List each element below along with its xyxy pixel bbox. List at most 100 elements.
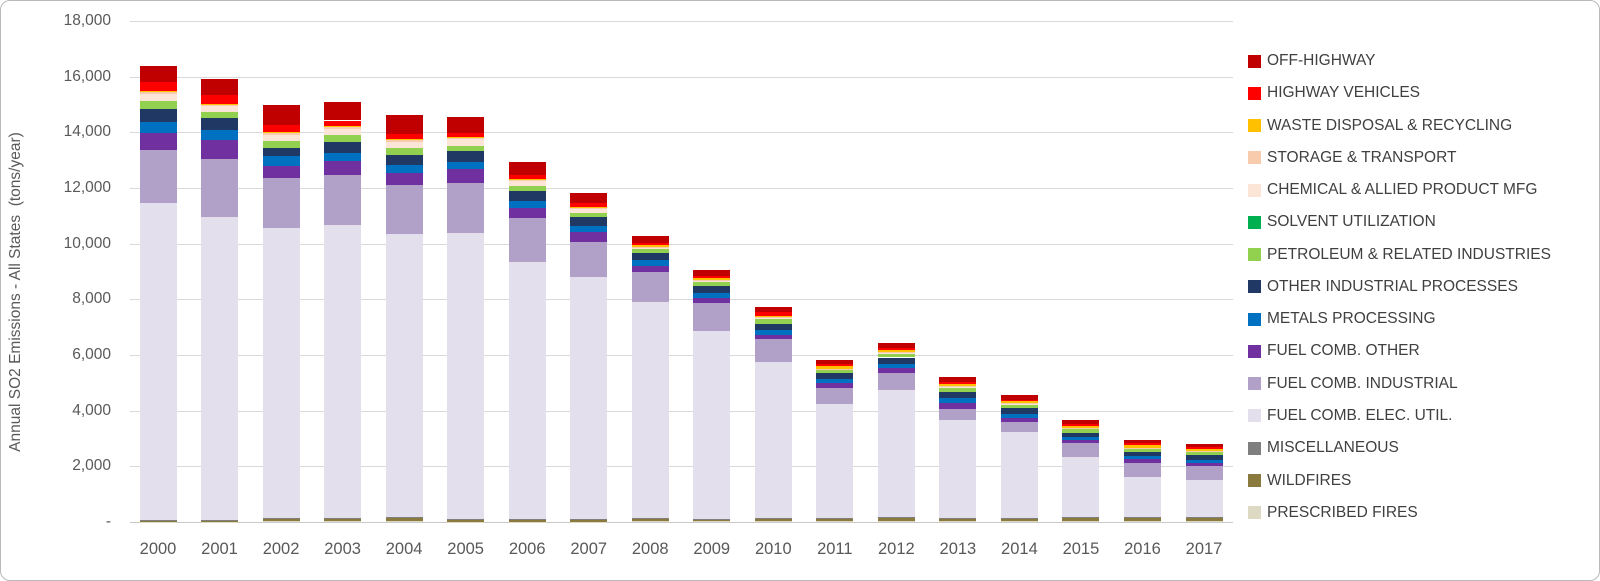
legend-swatch-icon xyxy=(1248,248,1261,262)
legend-swatch-icon xyxy=(1248,441,1261,455)
bar-segment xyxy=(447,182,485,233)
bar-segment xyxy=(1000,422,1038,433)
bar-segment xyxy=(754,318,792,320)
bar-segment xyxy=(754,319,792,324)
bar-segment xyxy=(201,217,239,521)
legend-item: WILDFIRES xyxy=(1248,471,1352,489)
bar-segment xyxy=(1062,428,1100,433)
bar-segment xyxy=(754,317,792,319)
bar-segment xyxy=(877,342,915,348)
bar-segment xyxy=(1000,413,1038,418)
bar-segment xyxy=(1123,447,1161,449)
bar-segment xyxy=(1062,425,1100,428)
bar-segment xyxy=(508,519,546,522)
bar-segment xyxy=(877,372,915,391)
bar-segment xyxy=(385,155,423,166)
bar-segment xyxy=(1185,479,1223,517)
bar-segment xyxy=(1123,448,1161,452)
bar-segment xyxy=(631,253,669,261)
y-gridline xyxy=(130,355,1233,356)
bar-segment xyxy=(1000,403,1038,405)
bar-segment xyxy=(262,156,300,166)
bar-segment xyxy=(754,312,792,316)
bar-segment xyxy=(324,152,362,161)
bar-segment xyxy=(1123,447,1161,449)
bar-segment xyxy=(508,262,546,519)
bar-segment xyxy=(754,306,792,313)
y-gridline xyxy=(130,21,1233,22)
legend-item: SOLVENT UTILIZATION xyxy=(1248,214,1436,230)
bar-segment xyxy=(754,315,792,318)
bar-segment xyxy=(1062,432,1100,438)
bar-segment xyxy=(508,201,546,208)
bar-segment xyxy=(139,122,177,134)
bar-segment xyxy=(877,347,915,351)
bar-segment xyxy=(631,246,669,248)
bar-segment xyxy=(201,158,239,218)
legend-item: PRESCRIBED FIRES xyxy=(1248,504,1418,521)
bar-segment xyxy=(1000,401,1038,403)
bar-segment xyxy=(1000,403,1038,404)
bar-segment xyxy=(816,359,854,365)
bar-segment xyxy=(1123,517,1161,522)
legend-label: HIGHWAY VEHICLES xyxy=(1267,84,1421,102)
y-tick-label: 18,000 xyxy=(63,12,111,29)
bar-segment xyxy=(1062,521,1100,522)
bar-segment xyxy=(693,280,731,283)
y-gridline xyxy=(130,76,1233,78)
bar-segment xyxy=(570,519,608,522)
bar-segment xyxy=(570,216,608,227)
bar-segment xyxy=(1000,399,1038,402)
bar-segment xyxy=(385,141,423,149)
bar-segment xyxy=(631,260,669,266)
bar-segment xyxy=(385,521,423,522)
bar-segment xyxy=(1062,443,1100,458)
bar-segment xyxy=(385,139,423,142)
bar-segment xyxy=(385,115,423,134)
legend-label: PETROLEUM & RELATED INDUSTRIES xyxy=(1267,245,1551,263)
legend-swatch-icon xyxy=(1248,377,1261,391)
legend-label: FUEL COMB. INDUSTRIAL xyxy=(1267,374,1458,392)
bar-segment xyxy=(508,180,546,182)
bar-segment xyxy=(324,126,362,129)
bar-segment xyxy=(754,518,792,522)
legend-swatch-icon xyxy=(1248,409,1261,423)
legend-swatch-icon xyxy=(1248,280,1261,294)
bar-segment xyxy=(570,207,608,209)
legend-swatch-icon xyxy=(1248,344,1261,358)
bar-segment xyxy=(324,518,362,522)
bar-segment xyxy=(939,518,977,522)
bar-segment xyxy=(1123,445,1161,448)
bar-segment xyxy=(385,517,423,522)
y-tick-label: 12,000 xyxy=(63,179,111,196)
bar-segment xyxy=(877,367,915,373)
bar-segment xyxy=(1185,454,1223,460)
bar-segment xyxy=(139,82,177,91)
bar-segment xyxy=(262,132,300,134)
bar-segment xyxy=(324,142,362,153)
bar-segment xyxy=(939,386,977,387)
legend-item: OTHER INDUSTRIAL PROCESSES xyxy=(1248,278,1518,295)
bar-segment xyxy=(816,379,854,384)
bar-segment xyxy=(1185,449,1223,451)
bar-segment xyxy=(1123,443,1161,446)
bar-segment xyxy=(385,234,423,517)
bar-segment xyxy=(508,518,546,520)
x-tick-label: 2012 xyxy=(878,540,915,558)
bar-segment xyxy=(324,134,362,143)
y-gridline xyxy=(130,188,1233,189)
bar-segment xyxy=(447,139,485,146)
bar-segment xyxy=(139,65,177,83)
legend-label: WILDFIRES xyxy=(1267,471,1352,489)
bar-segment xyxy=(631,518,669,522)
bar-segment xyxy=(139,521,177,523)
bar-segment xyxy=(324,101,362,121)
bar-segment xyxy=(1185,466,1223,480)
bar-segment xyxy=(631,301,669,518)
bar-segment xyxy=(262,228,300,518)
bar-segment xyxy=(754,334,792,340)
x-tick-label: 2008 xyxy=(631,540,669,558)
bar-segment xyxy=(508,179,546,181)
bar-segment xyxy=(508,186,546,191)
bar-segment xyxy=(139,521,177,522)
